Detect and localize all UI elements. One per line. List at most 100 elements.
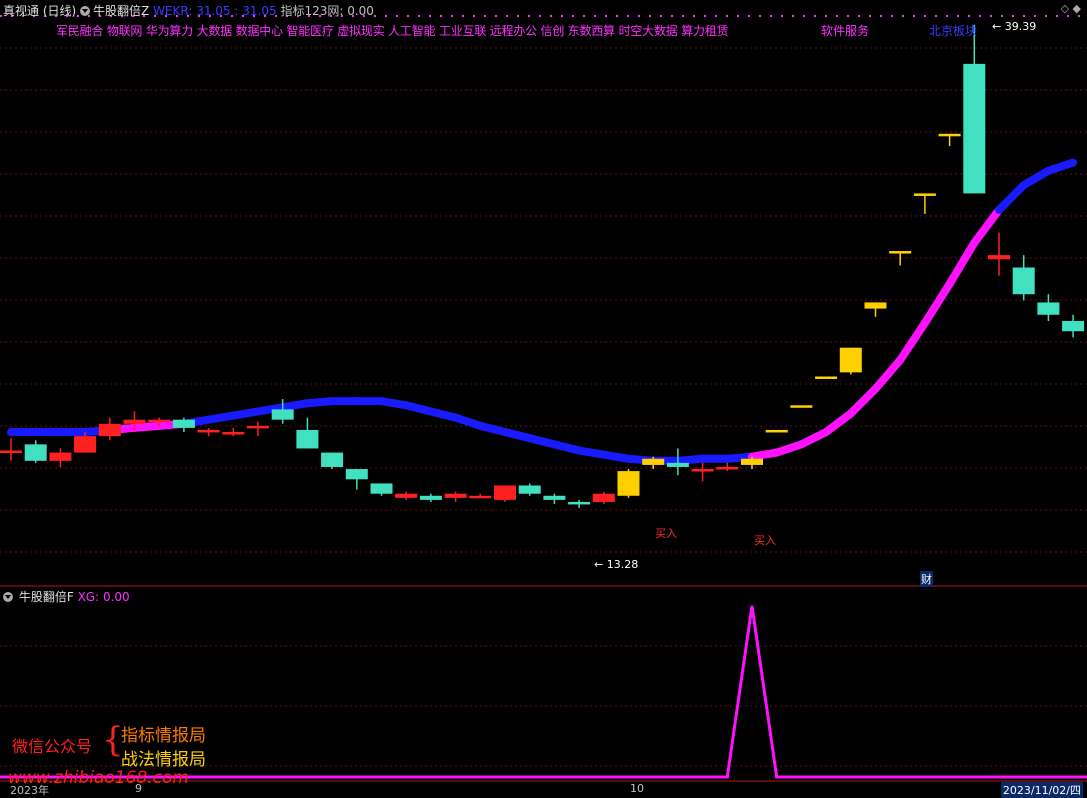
- ma-line-segment: [229, 407, 262, 420]
- ma-line-segment: [1044, 158, 1078, 175]
- candle-body: [839, 347, 862, 373]
- chart-controls[interactable]: ◇ ◆: [1060, 2, 1081, 15]
- ma-line-segment: [970, 205, 1003, 247]
- promo-wechat: 微信公众号: [12, 737, 93, 756]
- ma-line-segment: [748, 448, 781, 461]
- candle-body: [123, 419, 146, 424]
- candle-body: [49, 452, 72, 461]
- ma-line-segment: [451, 413, 485, 430]
- ma-line-segment: [501, 428, 534, 443]
- ma-line-segment: [525, 434, 559, 449]
- ma-line-segment: [303, 397, 337, 408]
- candle-body: [271, 409, 294, 420]
- ma-line-segment: [772, 440, 806, 457]
- promo-url: www.zhibiao168.com: [8, 768, 189, 788]
- candle-body: [469, 495, 492, 499]
- ma-line-segment: [822, 409, 855, 437]
- ma-line-segment: [871, 356, 905, 393]
- indicator-header: 牛股翻倍Z WEKR: 31.05 : 31.05 指标123网: 0.00: [93, 2, 374, 19]
- axis-label-month: 10: [630, 782, 644, 795]
- candle-body: [963, 63, 986, 194]
- candle-body: [0, 450, 22, 454]
- subchart-name[interactable]: 牛股翻倍F: [18, 590, 74, 604]
- ma-line-segment: [846, 384, 880, 418]
- candle-body: [296, 429, 319, 449]
- ma-line-segment: [673, 454, 707, 465]
- candle-body: [370, 483, 393, 494]
- ma-line-segment: [402, 401, 435, 416]
- index-value: 指标123网: 0.00: [280, 4, 374, 18]
- candle-body: [617, 471, 640, 496]
- ma-line-segment: [920, 279, 954, 328]
- candle-body: [494, 485, 516, 500]
- promo-brace: {: [102, 720, 124, 760]
- ma-line-segment: [377, 397, 411, 410]
- ma-line-segment: [254, 403, 287, 416]
- candle-body: [222, 432, 245, 435]
- candle-body: [419, 495, 442, 500]
- ma-line-segment: [278, 399, 312, 412]
- window-title: 真视通 (日线): [3, 2, 92, 19]
- ma-line-segment: [426, 407, 460, 422]
- candle-body: [790, 405, 813, 408]
- candle-body: [172, 419, 195, 428]
- candle-body: [988, 255, 1010, 260]
- concept-software: 软件服务: [821, 24, 870, 38]
- candle-body: [913, 193, 936, 196]
- ma-line-segment: [995, 181, 1028, 214]
- candle-body: [543, 495, 566, 500]
- candle-body: [518, 485, 541, 494]
- buy-signal-label: 买入: [754, 534, 776, 547]
- candle-body: [345, 469, 368, 480]
- ma-line-segment: [1019, 166, 1053, 190]
- candle-body: [321, 452, 344, 467]
- concept-beijing: 北京板块: [929, 24, 978, 38]
- ma-line-segment: [550, 440, 584, 455]
- candle-body: [197, 429, 220, 433]
- candle-body: [148, 419, 171, 423]
- low-price-label: ← 13.28: [594, 558, 639, 571]
- subchart-menu-icon[interactable]: [3, 592, 13, 602]
- ma-line-segment: [797, 428, 831, 449]
- xg-value: XG: 0.00: [77, 590, 130, 604]
- indicator-name[interactable]: 牛股翻倍Z: [93, 4, 150, 18]
- axis-label-month: 9: [135, 782, 142, 795]
- ma-line-segment: [575, 446, 608, 459]
- candle-body: [74, 436, 97, 453]
- ma-line-segment: [599, 450, 633, 463]
- indicator-menu-icon[interactable]: [80, 6, 91, 16]
- ma-line-segment: [723, 452, 756, 463]
- candle-body: [395, 493, 418, 498]
- ma-line-segment: [945, 238, 979, 288]
- candle-body: [98, 423, 121, 437]
- ma-line-segment: [204, 411, 238, 424]
- promo-line-2: 战法情报局: [121, 750, 206, 770]
- candle-body: [938, 133, 961, 137]
- candle-body: [716, 466, 739, 470]
- candle-body: [765, 429, 788, 433]
- candle-body: [1062, 320, 1085, 332]
- candle-body: [444, 493, 467, 498]
- candle-body: [568, 501, 591, 505]
- finance-badge[interactable]: 财: [920, 571, 933, 587]
- candle-body: [24, 444, 47, 461]
- xg-signal-line: [0, 605, 1087, 779]
- ma-line-segment: [896, 319, 929, 365]
- candle-body: [666, 462, 689, 467]
- candle-body: [1037, 302, 1060, 315]
- subchart-header: 牛股翻倍F XG: 0.00: [3, 588, 130, 605]
- candle-body: [815, 376, 838, 379]
- candle-body: [864, 302, 887, 309]
- ma-line-segment: [476, 421, 509, 437]
- wekr-value-2: : 31.05: [234, 4, 277, 18]
- axis-label-current-date: 2023/11/02/四: [1000, 782, 1083, 798]
- concept-tags: 军民融合 物联网 华为算力 大数据 数据中心 智能医疗 虚拟现实 人工智能 工业…: [56, 24, 729, 38]
- wekr-value: WEKR: 31.05: [153, 4, 231, 18]
- axis-label-year: 2023年: [10, 784, 49, 797]
- candle-body: [592, 493, 615, 502]
- candle-body: [247, 425, 269, 429]
- candle-body: [889, 251, 912, 254]
- promo-line-1: 指标情报局: [121, 726, 206, 746]
- candle-body: [691, 469, 714, 472]
